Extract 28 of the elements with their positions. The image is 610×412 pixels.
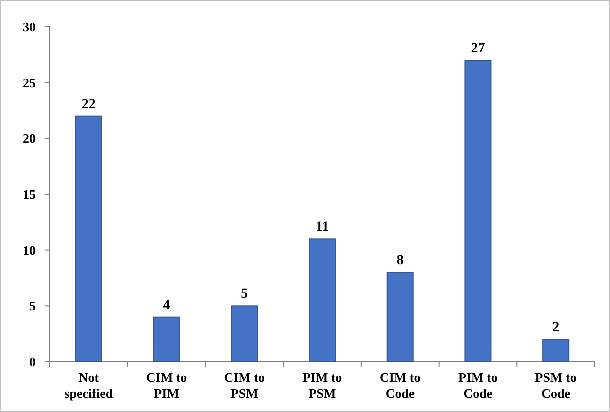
x-tick-label: CIM to Code (380, 370, 421, 401)
y-tick-label: 0 (30, 354, 36, 370)
x-tick-label: CIM to PSM (224, 370, 266, 401)
x-tick-label: PSM to Code (535, 370, 577, 401)
bar (542, 339, 570, 362)
data-label: 2 (552, 320, 560, 336)
data-label: 11 (316, 220, 330, 236)
y-tick-label: 30 (23, 20, 36, 35)
bar (231, 306, 258, 362)
y-tick-label: 25 (23, 75, 36, 90)
bar (309, 238, 336, 362)
bar (464, 60, 492, 362)
x-tick-label: CIM to PIM (146, 370, 188, 401)
y-tick-label: 15 (23, 187, 36, 202)
data-label: 4 (163, 298, 170, 314)
data-label: 5 (241, 287, 248, 302)
x-tick-label: Not specified (64, 370, 114, 401)
y-tick-label: 10 (23, 242, 36, 258)
data-label: 22 (82, 97, 96, 112)
y-tick-label: 20 (23, 131, 36, 146)
bar (153, 316, 180, 362)
bar (75, 116, 102, 362)
data-label: 8 (396, 254, 404, 269)
x-tick-label: PIM to PSM (302, 370, 342, 401)
bar (386, 272, 414, 362)
y-tick-label: 5 (30, 298, 36, 314)
data-label: 27 (471, 42, 486, 56)
x-tick-label: PIM to Code (458, 370, 498, 401)
